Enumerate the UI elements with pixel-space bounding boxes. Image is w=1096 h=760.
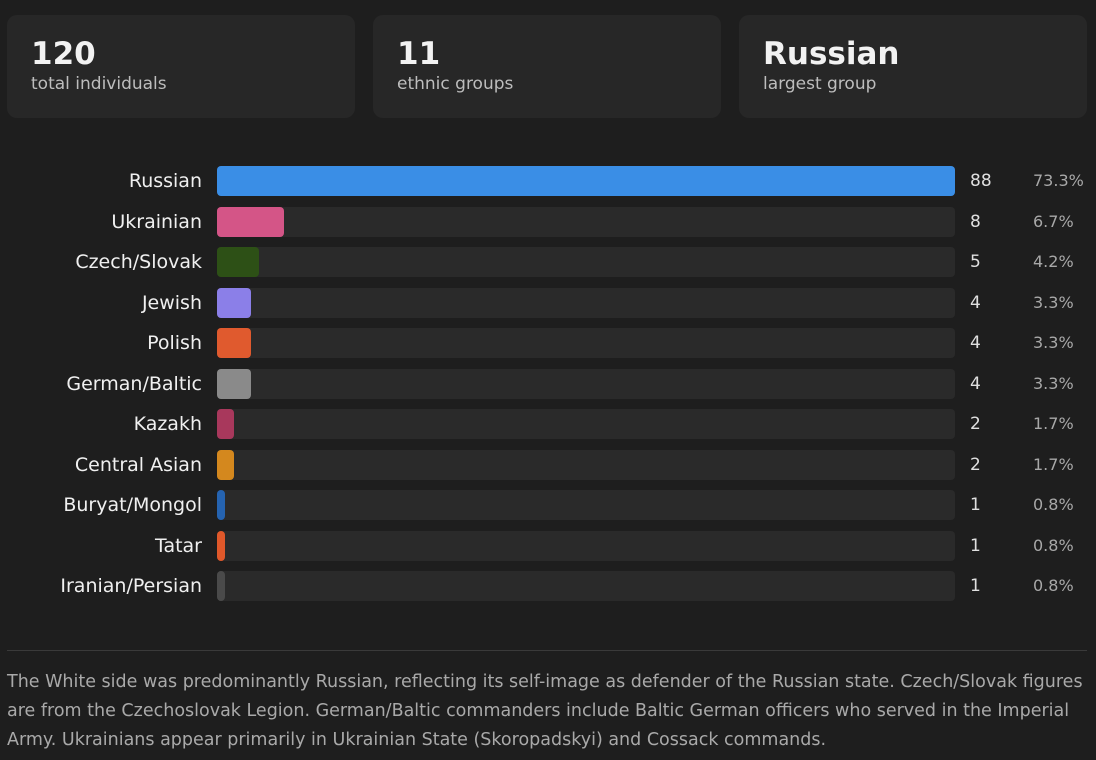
bar-track [217,409,955,439]
bar [217,571,226,601]
stat-label: total individuals [31,74,167,94]
stat-value: 120 [31,36,96,72]
count-label: 1 [970,495,981,515]
percent-label: 6.7% [1033,212,1074,231]
bar-track [217,450,955,480]
percent-label: 0.8% [1033,495,1074,514]
bar [217,207,285,237]
count-label: 4 [970,333,981,353]
bar-track [217,571,955,601]
bar-row: Polish 4 3.3% [0,328,1096,358]
bar-row: Buryat/Mongol 1 0.8% [0,490,1096,520]
category-label: Polish [147,332,202,354]
bar [217,450,234,480]
count-label: 2 [970,414,981,434]
stat-label: largest group [763,74,877,94]
bar-track [217,247,955,277]
bar [217,490,226,520]
bar-row: Russian 88 73.3% [0,166,1096,196]
count-label: 5 [970,252,981,272]
stat-card-groups: 11 ethnic groups [373,15,721,118]
divider [7,650,1087,651]
stat-value: 11 [397,36,441,72]
count-label: 1 [970,536,981,556]
bar [217,531,226,561]
category-label: German/Baltic [66,373,202,395]
bar-row: Kazakh 2 1.7% [0,409,1096,439]
bar-row: Iranian/Persian 1 0.8% [0,571,1096,601]
bar-track [217,288,955,318]
percent-label: 3.3% [1033,374,1074,393]
stat-card-largest: Russian largest group [739,15,1087,118]
bar [217,328,251,358]
bar-track [217,531,955,561]
category-label: Central Asian [74,454,202,476]
bar-track [217,166,955,196]
percent-label: 1.7% [1033,455,1074,474]
category-label: Jewish [141,292,202,314]
stat-cards: 120 total individuals 11 ethnic groups R… [7,15,1087,118]
percent-label: 73.3% [1033,171,1084,190]
bar [217,369,251,399]
category-label: Iranian/Persian [60,575,202,597]
bar-track [217,328,955,358]
stat-value: Russian [763,36,900,72]
count-label: 2 [970,455,981,475]
percent-label: 1.7% [1033,414,1074,433]
category-label: Ukrainian [111,211,202,233]
bar-track [217,490,955,520]
category-label: Russian [128,170,202,192]
percent-label: 0.8% [1033,536,1074,555]
percent-label: 3.3% [1033,333,1074,352]
bar-track [217,207,955,237]
category-label: Buryat/Mongol [63,494,202,516]
bar [217,247,259,277]
bar-row: Tatar 1 0.8% [0,531,1096,561]
footnote: The White side was predominantly Russian… [7,672,1083,750]
bar [217,288,251,318]
percent-label: 3.3% [1033,293,1074,312]
bar-row: German/Baltic 4 3.3% [0,369,1096,399]
count-label: 88 [970,171,992,191]
stat-label: ethnic groups [397,74,514,94]
percent-label: 0.8% [1033,576,1074,595]
count-label: 1 [970,576,981,596]
count-label: 4 [970,293,981,313]
bar [217,166,955,196]
bar-row: Czech/Slovak 5 4.2% [0,247,1096,277]
count-label: 4 [970,374,981,394]
bar-row: Ukrainian 8 6.7% [0,207,1096,237]
stat-card-total: 120 total individuals [7,15,355,118]
category-label: Tatar [154,535,202,557]
category-label: Kazakh [133,413,202,435]
bar-row: Jewish 4 3.3% [0,288,1096,318]
count-label: 8 [970,212,981,232]
category-label: Czech/Slovak [75,251,202,273]
bar [217,409,234,439]
bar-row: Central Asian 2 1.7% [0,450,1096,480]
percent-label: 4.2% [1033,252,1074,271]
bar-track [217,369,955,399]
